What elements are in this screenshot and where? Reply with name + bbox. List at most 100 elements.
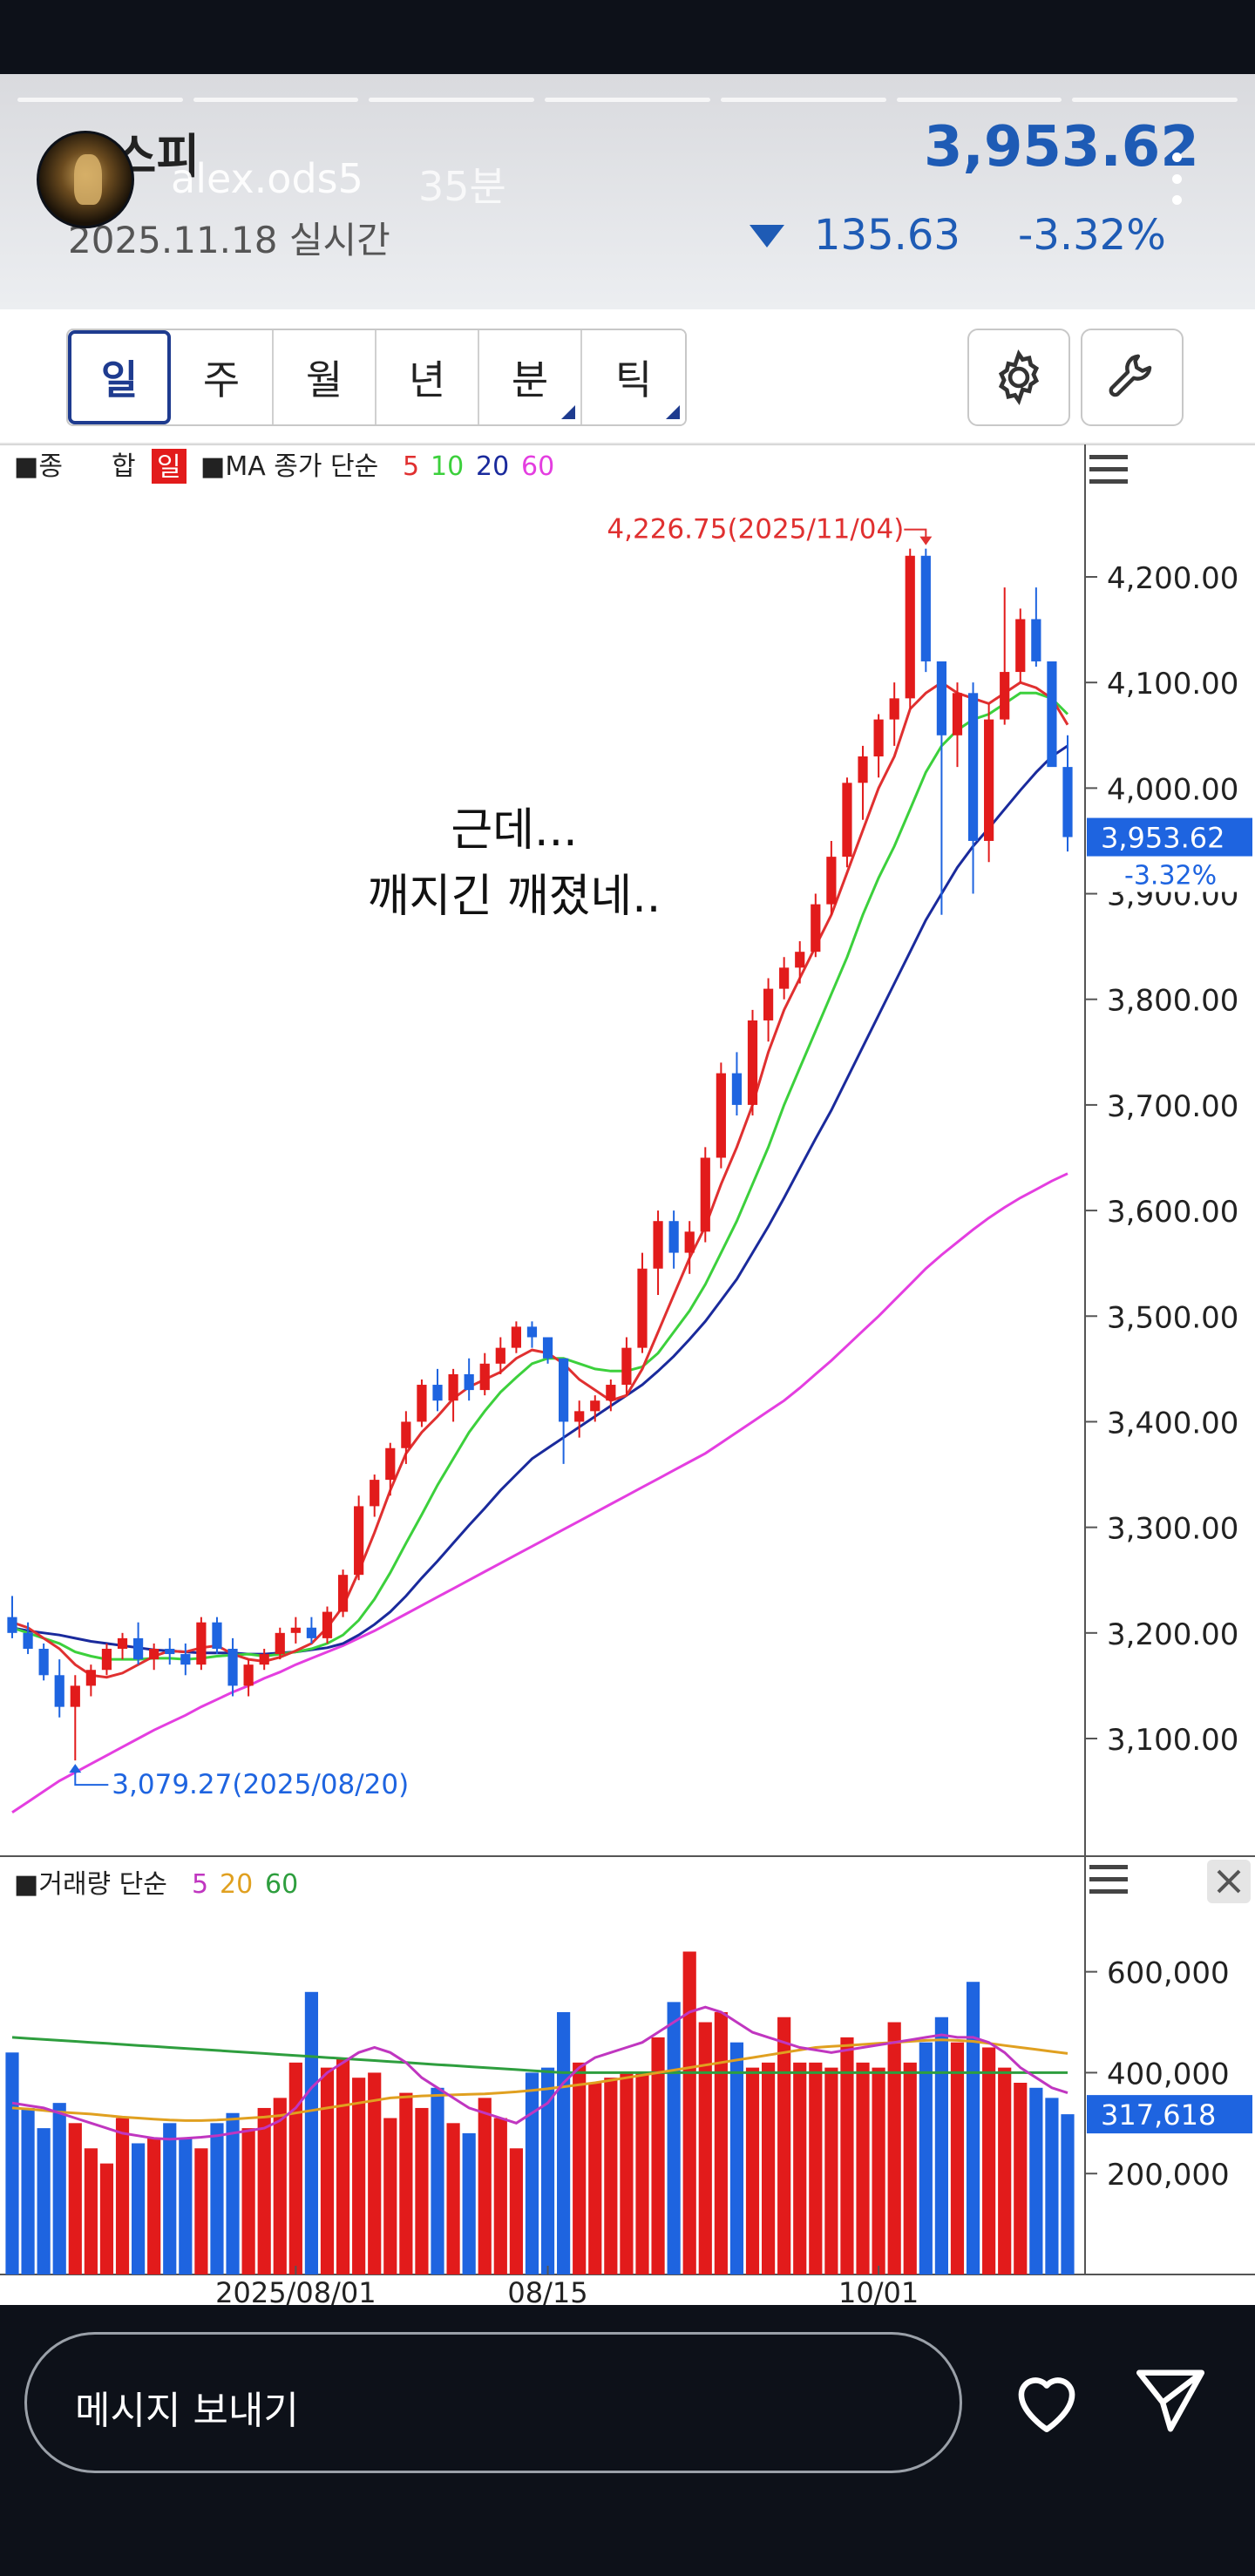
tab-week[interactable]: 주 xyxy=(171,330,274,424)
candle-body xyxy=(464,1373,474,1391)
stock-header xyxy=(0,74,1255,309)
x-tick-label: 10/01 xyxy=(838,2276,919,2305)
low-annotation-arrow xyxy=(69,1764,82,1773)
candle-body xyxy=(1031,619,1041,661)
volume-bar xyxy=(52,2103,66,2274)
low-annotation-pointer xyxy=(74,1767,109,1786)
story-reply-bar xyxy=(0,2305,1255,2576)
high-annotation-arrow xyxy=(919,536,933,546)
candle-body xyxy=(479,1363,490,1391)
candle-body xyxy=(637,1268,648,1348)
stock-price: 3,953.62 xyxy=(924,115,1199,180)
stock-chart[interactable]: 4,200.00 4,100.00 4,000.00 3,900.00 3,800.00… xyxy=(0,444,1255,2305)
username[interactable]: alex.ods5 xyxy=(171,155,363,202)
tab-day[interactable]: 일 xyxy=(68,330,171,424)
down-arrow-icon xyxy=(750,225,784,247)
y-tick-label: 4,200.00 xyxy=(1107,561,1238,596)
volume-bar xyxy=(604,2078,618,2274)
candle-body xyxy=(526,1326,538,1338)
candle-body xyxy=(259,1654,269,1665)
chart-canvas: 4,200.004,100.004,000.003,900.003,800.00… xyxy=(0,444,1255,2305)
tab-label: 년 xyxy=(408,356,446,403)
last-volume-tag xyxy=(1087,2095,1252,2134)
candle-body xyxy=(85,1670,96,1686)
candle-body xyxy=(101,1648,112,1671)
candle-body xyxy=(149,1648,159,1660)
volume-bar xyxy=(745,2067,760,2274)
volume-bar xyxy=(194,2148,208,2274)
menu-icon[interactable] xyxy=(1089,467,1128,471)
message-input[interactable] xyxy=(24,2332,962,2473)
menu-icon[interactable] xyxy=(1089,455,1128,459)
candle-body xyxy=(275,1632,285,1655)
y-tick-label: 3,400.00 xyxy=(1107,1406,1238,1441)
menu-icon[interactable] xyxy=(1089,1877,1128,1881)
tab-month[interactable]: 월 xyxy=(274,330,376,424)
ma5-line xyxy=(11,681,1069,1679)
volume-bar xyxy=(982,2047,996,2274)
volume-bar xyxy=(21,2107,35,2274)
candle-body xyxy=(370,1480,380,1507)
volume-bar xyxy=(226,2112,240,2274)
x-axis-band xyxy=(0,2274,1255,2305)
candle-body xyxy=(117,1637,128,1649)
legend-ma-label: ■MA 종가 단순 xyxy=(200,451,378,482)
more-options-icon[interactable] xyxy=(1168,153,1185,205)
candle-body xyxy=(731,1073,743,1105)
volume-bar xyxy=(934,2017,948,2274)
candle-body xyxy=(952,693,963,736)
volume-bar xyxy=(210,2123,224,2274)
y-tick-label: 3,200.00 xyxy=(1107,1617,1238,1652)
tab-minute[interactable]: 분 xyxy=(479,330,582,424)
volume-bar xyxy=(919,2042,933,2274)
menu-icon[interactable] xyxy=(1089,479,1128,484)
legend-label: 합 xyxy=(112,451,136,482)
candle-body xyxy=(70,1685,80,1707)
heart-icon[interactable] xyxy=(1007,2366,1086,2436)
candle-body xyxy=(495,1347,505,1364)
candle-body xyxy=(779,967,790,989)
tab-label: 주 xyxy=(202,356,241,403)
candle-body xyxy=(747,1020,758,1105)
candle-body xyxy=(889,698,899,720)
candle-body xyxy=(401,1421,411,1448)
candle-body xyxy=(322,1611,333,1638)
menu-icon[interactable] xyxy=(1089,1889,1128,1894)
send-icon[interactable] xyxy=(1133,2366,1208,2436)
story-caption: 근데... 깨지긴 깨졌네.. xyxy=(261,797,767,930)
volume-bar xyxy=(304,1991,319,2274)
candle-body xyxy=(227,1648,238,1686)
tab-year[interactable]: 년 xyxy=(376,330,479,424)
y-tick-label: 3,100.00 xyxy=(1107,1723,1238,1758)
volume-bar xyxy=(1045,2098,1059,2274)
menu-icon[interactable] xyxy=(1089,1865,1128,1869)
candle-body xyxy=(385,1447,396,1481)
candle-body xyxy=(1062,767,1073,837)
ma60-line xyxy=(11,1172,1068,1814)
settings-button[interactable] xyxy=(967,329,1070,426)
price-change-percent: -3.32% xyxy=(1018,211,1166,260)
avatar[interactable] xyxy=(37,131,134,228)
message-placeholder: 메시지 보내기 xyxy=(75,2389,299,2433)
candle-body xyxy=(559,1358,569,1422)
volume-bar xyxy=(525,2072,539,2274)
tools-button[interactable] xyxy=(1081,329,1184,426)
progress-segment xyxy=(720,98,886,102)
volume-bar xyxy=(257,2107,271,2274)
high-annotation: 4,226.75(2025/11/04) xyxy=(607,514,904,546)
volume-bar xyxy=(163,2123,177,2274)
close-icon[interactable] xyxy=(1217,1869,1241,1894)
candle-body xyxy=(653,1221,663,1269)
volume-bar xyxy=(840,2037,854,2274)
candle-body xyxy=(873,719,884,757)
volume-bar xyxy=(399,2092,413,2274)
volume-bar xyxy=(1014,2083,1028,2274)
progress-segment xyxy=(193,98,359,102)
volume-bar xyxy=(431,2087,444,2274)
volume-bar xyxy=(903,2062,917,2274)
progress-segment xyxy=(17,98,183,102)
candle-body xyxy=(417,1385,427,1422)
caption-line: 깨지긴 깨졌네.. xyxy=(367,871,661,923)
tab-tick[interactable]: 틱 xyxy=(582,330,685,424)
story-progress xyxy=(17,98,1238,103)
